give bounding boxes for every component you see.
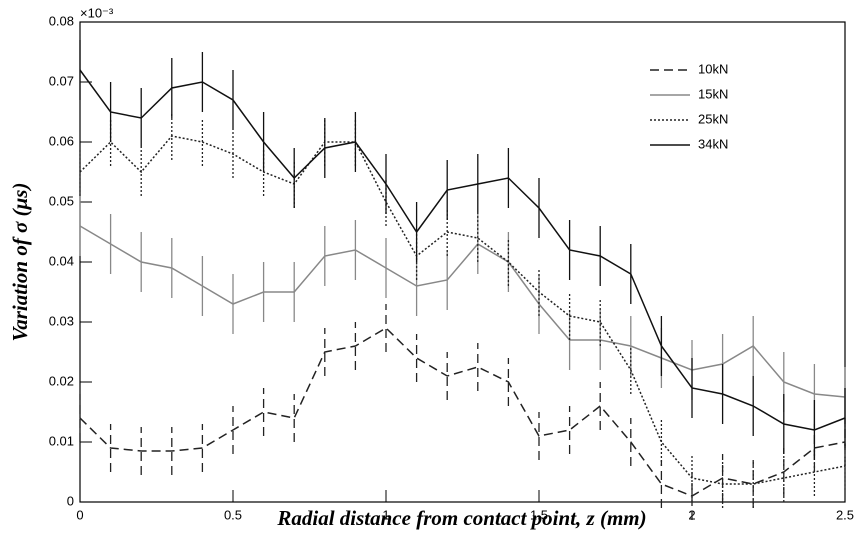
legend-label: 15kN [698, 86, 728, 101]
y-multiplier: ×10⁻³ [80, 5, 114, 20]
y-tick-label: 0.03 [49, 313, 74, 328]
x-tick-label: 1 [382, 507, 389, 522]
series-line [79, 135, 846, 485]
y-tick-label: 0.08 [49, 13, 74, 28]
x-axis-title: Radial distance from contact point, z (m… [276, 506, 646, 530]
x-tick-label: 1.5 [530, 507, 548, 522]
x-tick-label: 0 [76, 507, 83, 522]
series-line [79, 69, 846, 431]
y-tick-label: 0.07 [49, 73, 74, 88]
x-tick-label: 2.5 [836, 507, 854, 522]
legend-label: 25kN [698, 111, 728, 126]
y-tick-label: 0.06 [49, 133, 74, 148]
legend-label: 10kN [698, 61, 728, 76]
y-tick-label: 0.05 [49, 193, 74, 208]
y-tick-label: 0 [67, 493, 74, 508]
series-line [79, 327, 846, 497]
legend-label: 34kN [698, 136, 728, 151]
y-tick-label: 0.01 [49, 433, 74, 448]
x-tick-label: 0.5 [224, 507, 242, 522]
y-axis-title: Variation of σ (μs) [8, 183, 32, 342]
y-tick-label: 0.02 [49, 373, 74, 388]
series-line [79, 225, 846, 398]
y-tick-label: 0.04 [49, 253, 74, 268]
